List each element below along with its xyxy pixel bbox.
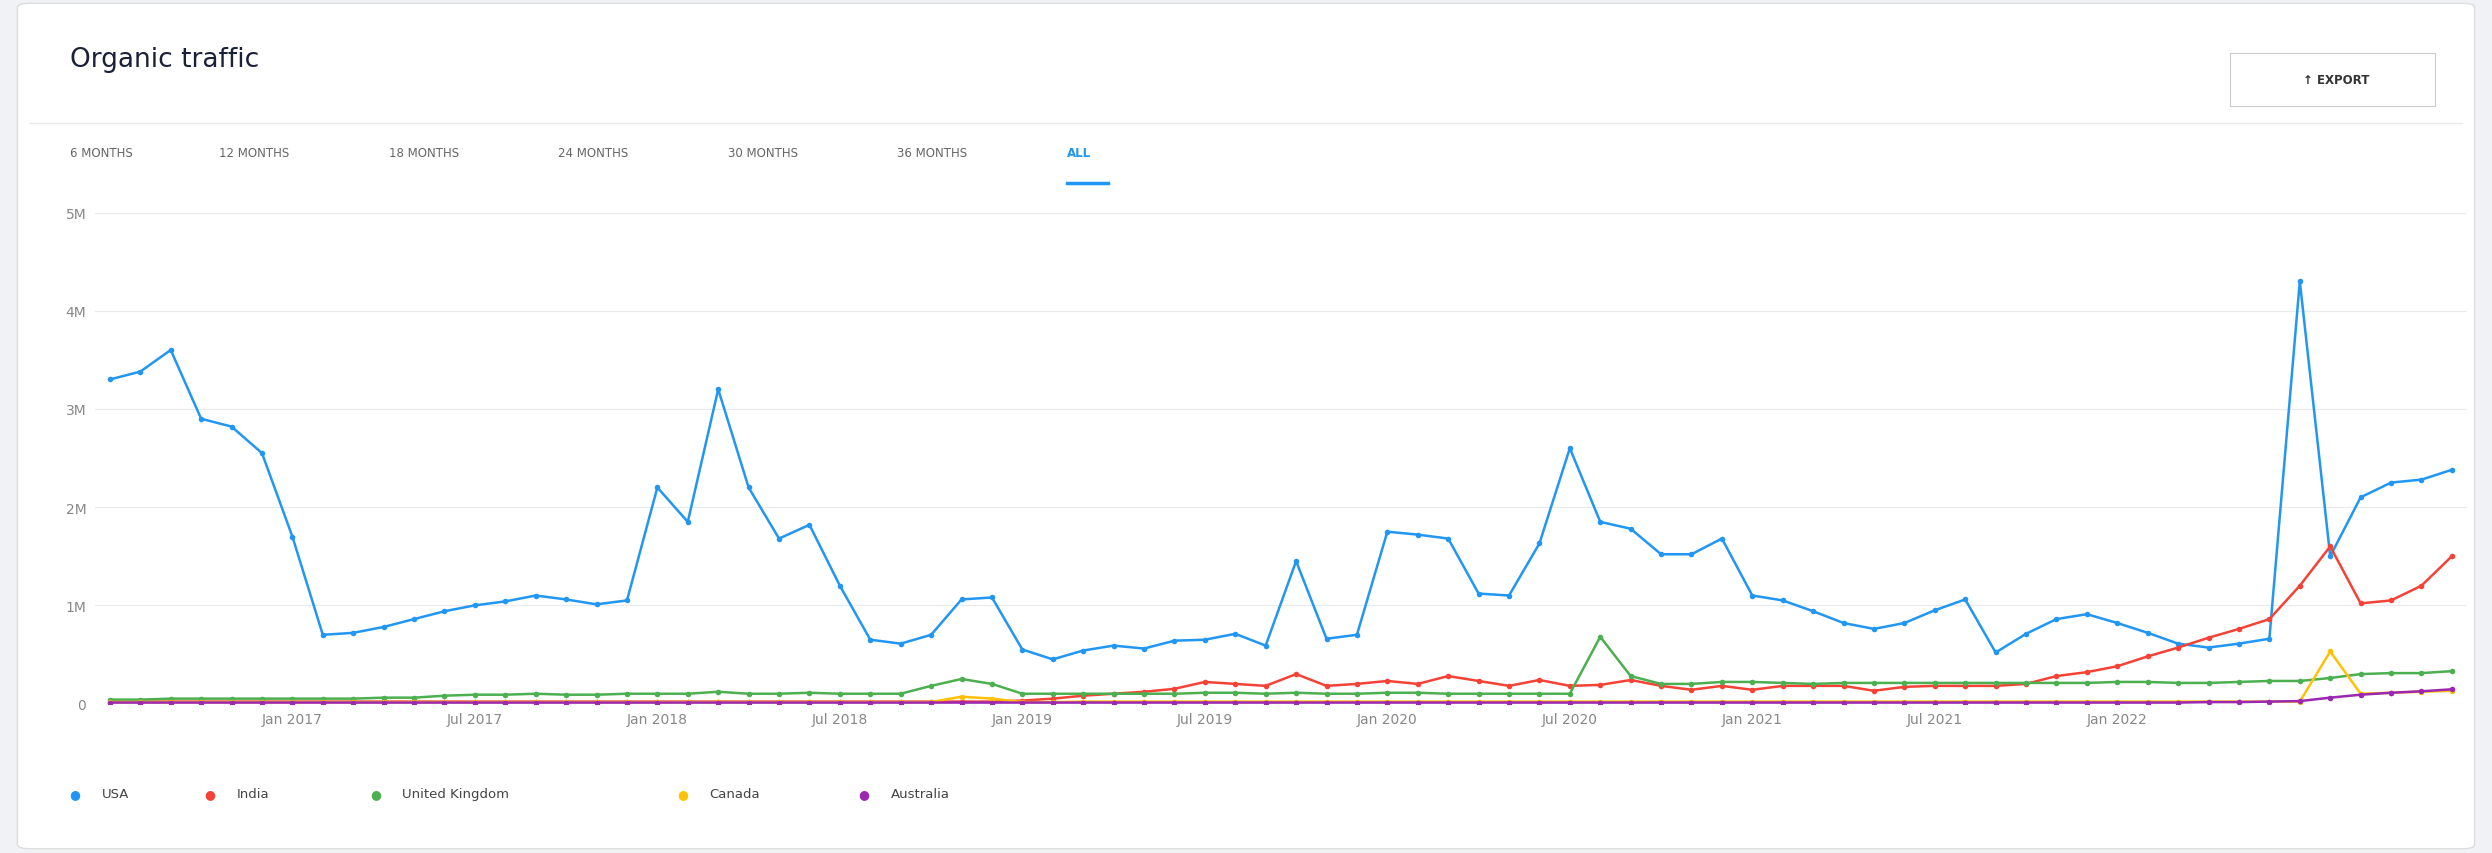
Text: ●: ● [369, 786, 381, 800]
Text: 24 MONTHS: 24 MONTHS [558, 147, 628, 160]
Text: ●: ● [70, 786, 80, 800]
Text: Canada: Canada [710, 786, 760, 800]
Text: ALL: ALL [1067, 147, 1091, 160]
Text: 12 MONTHS: 12 MONTHS [219, 147, 289, 160]
Text: ●: ● [857, 786, 870, 800]
Text: 36 MONTHS: 36 MONTHS [897, 147, 967, 160]
Text: Organic traffic: Organic traffic [70, 47, 259, 73]
Text: USA: USA [102, 786, 130, 800]
Text: ●: ● [204, 786, 214, 800]
Text: ●: ● [678, 786, 688, 800]
Text: 6 MONTHS: 6 MONTHS [70, 147, 132, 160]
Text: Australia: Australia [890, 786, 949, 800]
Text: 30 MONTHS: 30 MONTHS [728, 147, 797, 160]
Text: India: India [237, 786, 269, 800]
Text: United Kingdom: United Kingdom [401, 786, 508, 800]
Text: 18 MONTHS: 18 MONTHS [389, 147, 459, 160]
Text: ↑ EXPORT: ↑ EXPORT [2303, 73, 2370, 87]
